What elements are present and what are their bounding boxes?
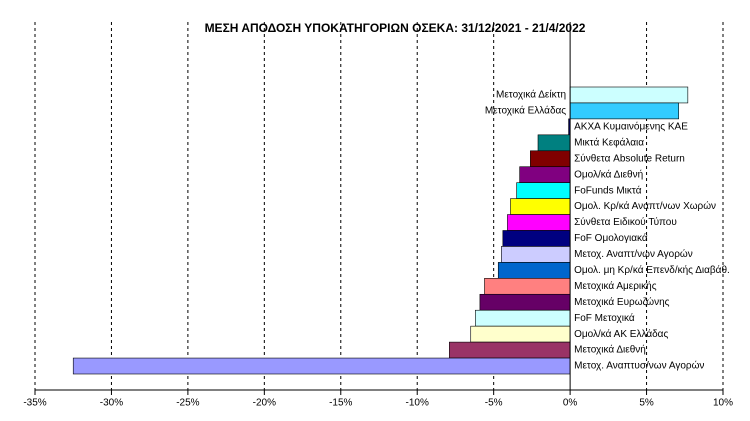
bar — [516, 182, 571, 199]
category-label: FoFunds Μικτά — [574, 184, 642, 196]
x-tick-label: -15% — [329, 398, 352, 409]
category-label: FoF Ομολογιακά — [574, 232, 648, 244]
category-label: Ομολ. Κρ/κά Αναπτ/νων Χωρών — [574, 200, 716, 212]
category-label: Ομολ/κά Διεθνή — [574, 168, 643, 180]
x-tick-label: -30% — [100, 398, 123, 409]
bar — [519, 166, 571, 183]
bar — [507, 214, 571, 231]
category-label: Μετοχικά Ελλάδας — [485, 105, 566, 117]
bar — [569, 102, 679, 120]
category-label: Σύνθετα Absolute Return — [574, 152, 685, 164]
x-tick-label: -25% — [176, 398, 199, 409]
bar — [502, 230, 571, 247]
bar — [479, 293, 571, 311]
category-label: Μετοχ. Αναπτ/νων Αγορών — [574, 248, 693, 260]
category-label: Μετοχικά Διεθνή — [574, 344, 646, 356]
x-tick-label: -35% — [23, 398, 46, 409]
category-label: Μετοχ. Αναπτυσ/νων Αγορών — [574, 360, 704, 372]
x-tick-label: 5% — [639, 398, 654, 409]
bar — [497, 262, 571, 279]
x-tick-label: 10% — [713, 398, 733, 409]
x-tick-label: -20% — [253, 398, 276, 409]
x-tick-label: -5% — [485, 398, 503, 409]
category-label: Ομολ. μη Κρ/κά Επενδ/κής Διαβάθ. — [574, 264, 730, 276]
bar — [484, 278, 571, 295]
bar — [530, 150, 571, 168]
category-label: Μετοχικά Δείκτη — [496, 89, 566, 101]
bar — [449, 341, 571, 359]
x-tick-label: -10% — [406, 398, 429, 409]
bar — [470, 325, 571, 343]
bar — [510, 198, 571, 215]
chart-title: ΜΕΣΗ ΑΠΟΔΟΣΗ ΥΠΟΚΑΤΗΓΟΡΙΩΝ ΟΣΕΚΑ: 31/12/… — [205, 21, 586, 35]
bar — [537, 134, 571, 152]
bar — [475, 309, 571, 327]
bar — [501, 246, 571, 263]
x-tick-label: 0% — [563, 398, 578, 409]
category-label: Ομολ/κά ΑΚ Ελλάδας — [574, 328, 668, 340]
category-label: Μετοχικά Αμερικής — [574, 280, 657, 292]
category-label: Μετοχικά Ευρωζώνης — [574, 296, 670, 308]
category-label: Μικτά Κεφάλαια — [574, 136, 644, 148]
bar — [72, 357, 571, 375]
category-label: FoF Μετοχικά — [574, 312, 635, 324]
bar — [569, 86, 689, 104]
category-label: Σύνθετα Ειδικού Τύπου — [574, 216, 677, 228]
category-label: ΑΚΧΑ Κυμαινόμενης ΚΑΕ — [574, 121, 688, 133]
